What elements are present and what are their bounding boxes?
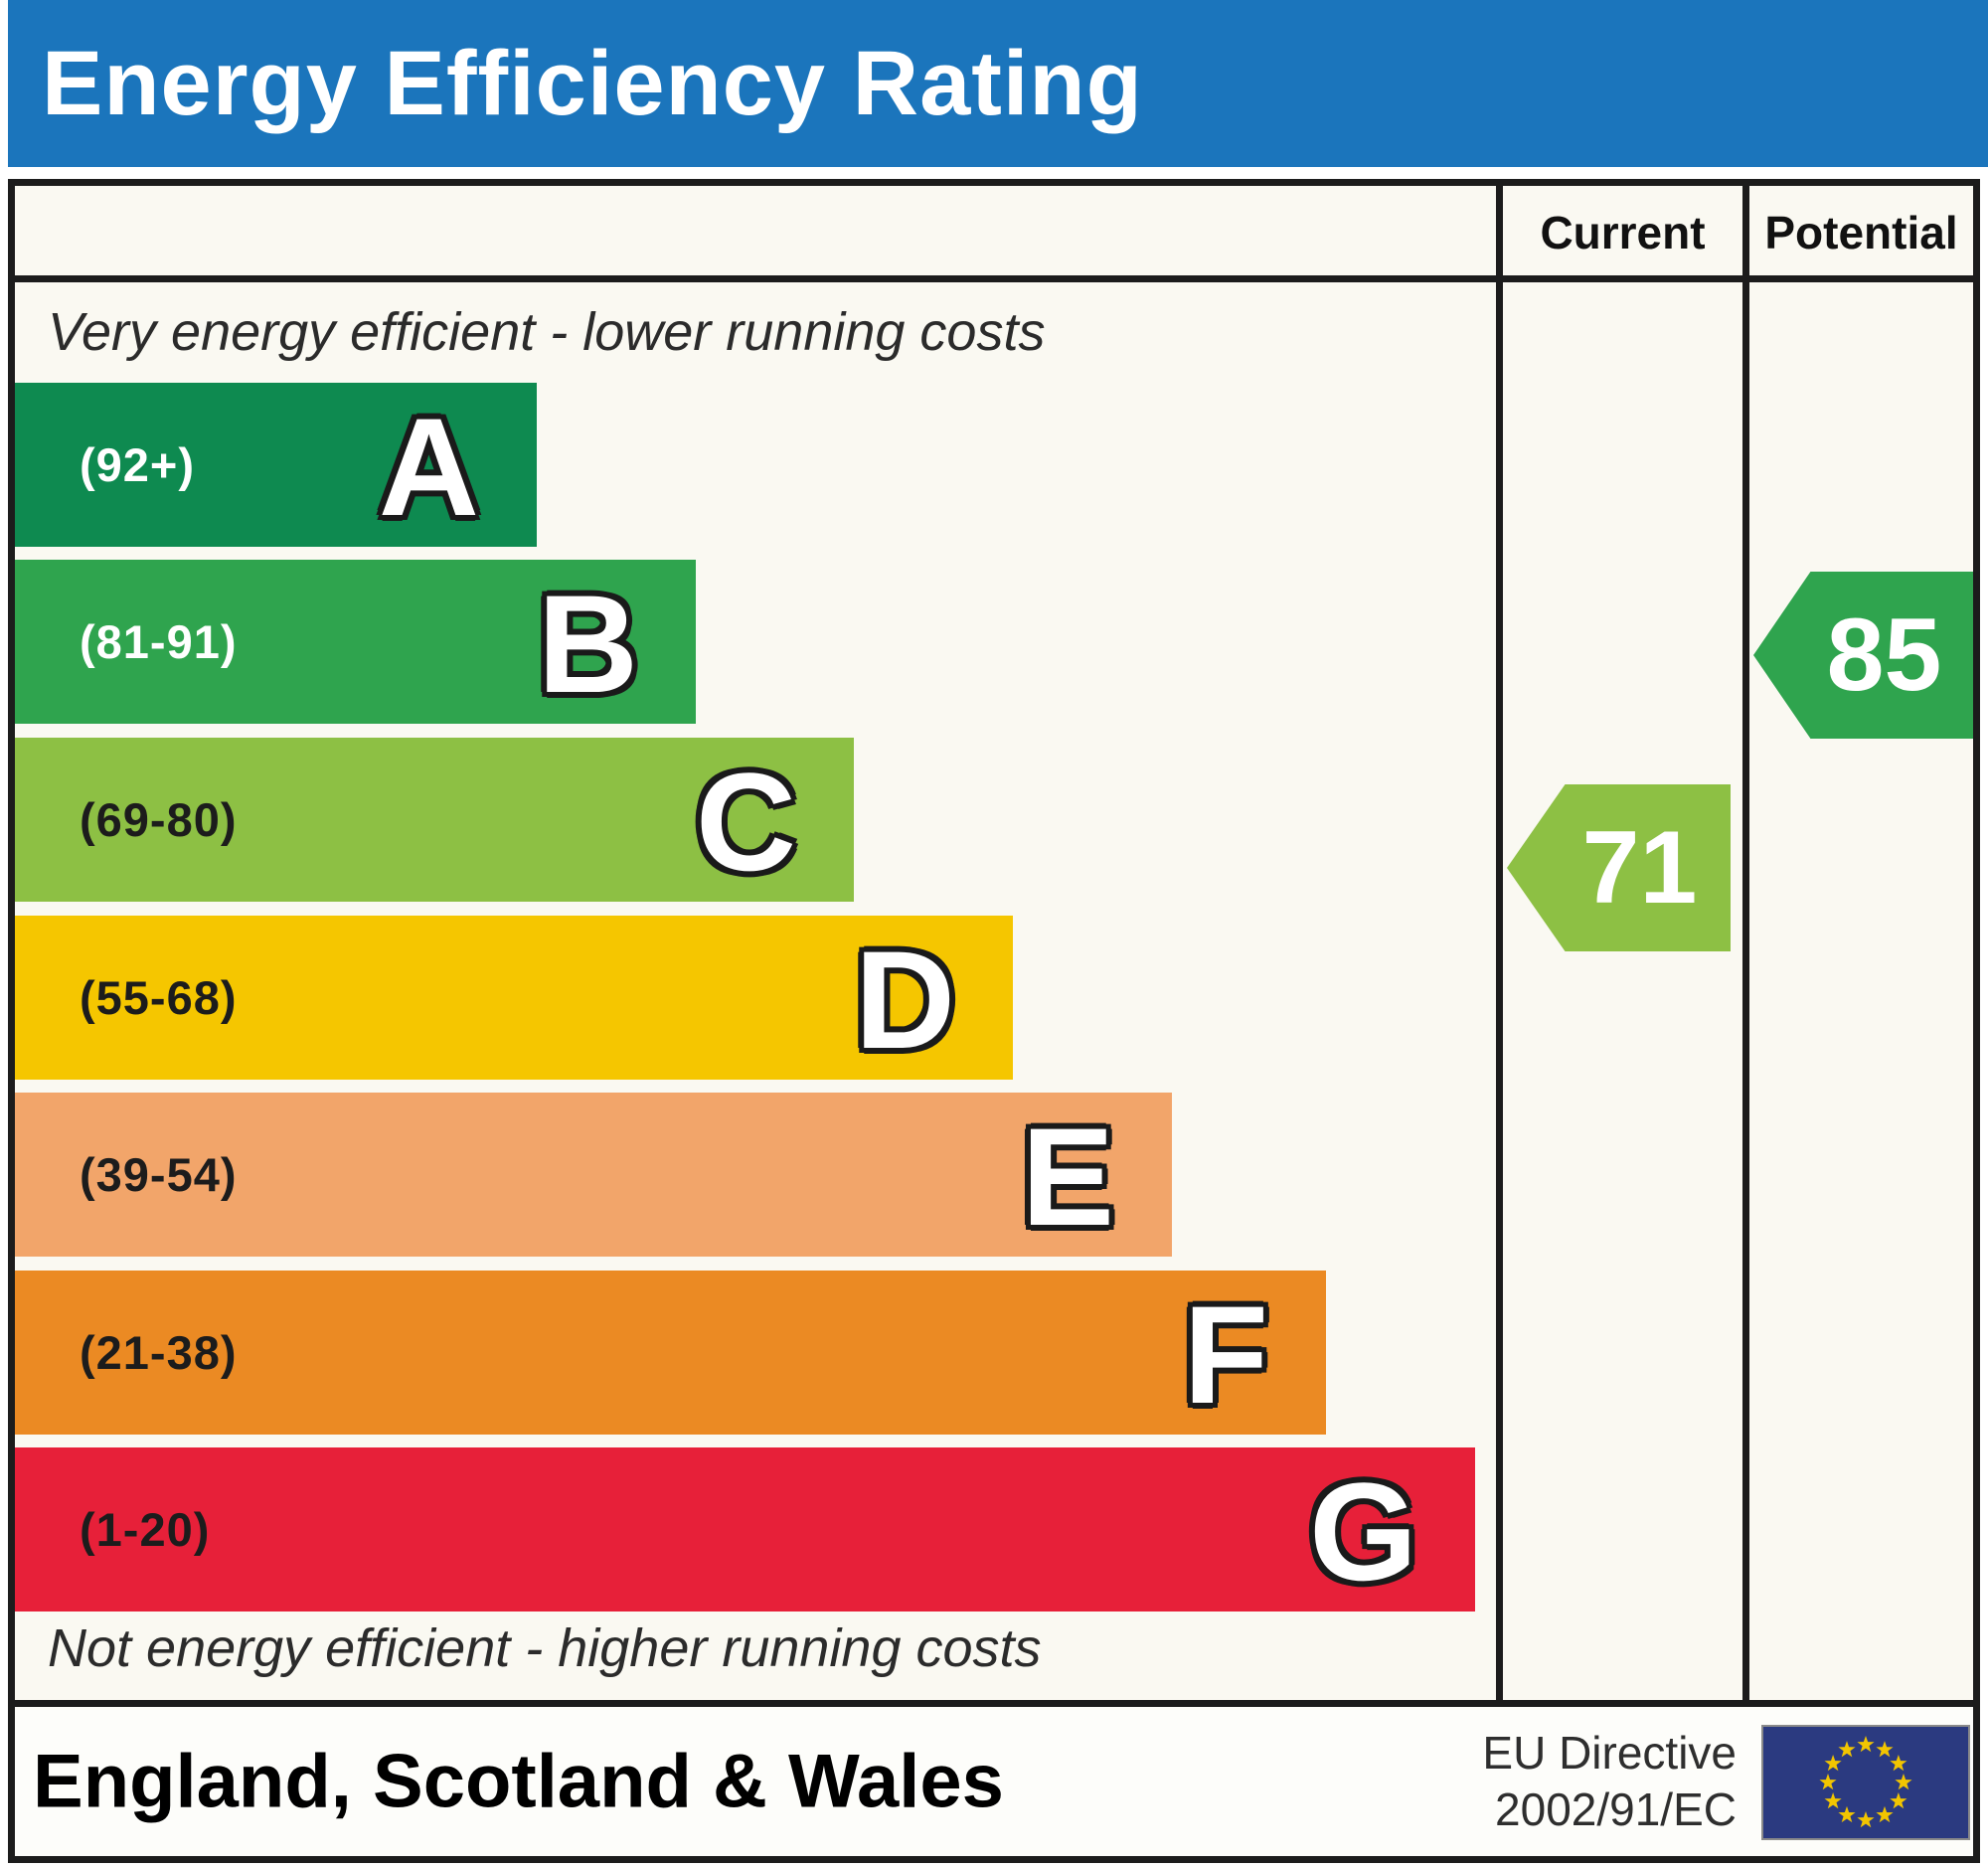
potential-rating-arrow: 85 — [1753, 572, 1973, 739]
band-letter: E — [1021, 1098, 1114, 1255]
page-title: Energy Efficiency Rating — [42, 32, 1143, 134]
band-range-label: (69-80) — [80, 793, 238, 846]
band-row-c: (69-80) C — [15, 738, 854, 902]
band-letter: C — [695, 743, 796, 900]
potential-column-divider — [1742, 186, 1749, 1700]
current-rating-arrow: 71 — [1507, 784, 1731, 951]
potential-column-header: Potential — [1764, 207, 1958, 258]
current-column-divider — [1496, 186, 1503, 1700]
band-row-f: (21-38) F — [15, 1271, 1326, 1435]
band-letter: B — [537, 565, 638, 722]
band-range-label: (21-38) — [80, 1326, 238, 1379]
current-column-header: Current — [1540, 207, 1706, 258]
band-range-label: (39-54) — [80, 1148, 238, 1201]
band-row-e: (39-54) E — [15, 1093, 1172, 1257]
eu-directive-text: EU Directive 2002/91/EC — [1367, 1725, 1737, 1838]
header-bar: Energy Efficiency Rating — [8, 0, 1988, 167]
bottom-caption: Not energy efficient - higher running co… — [48, 1618, 1042, 1678]
eu-directive-line2: 2002/91/EC — [1495, 1783, 1737, 1835]
band-letter: F — [1183, 1275, 1268, 1433]
band-letter: G — [1309, 1452, 1417, 1610]
band-range-label: (92+) — [80, 438, 196, 491]
band-letter: A — [378, 388, 479, 545]
band-range-label: (1-20) — [80, 1503, 211, 1556]
header-row-divider — [15, 275, 1973, 282]
potential-rating-value: 85 — [1826, 596, 1942, 713]
band-row-g: (1-20) G — [15, 1447, 1475, 1612]
region-label: England, Scotland & Wales — [33, 1739, 1004, 1824]
band-row-d: (55-68) D — [15, 916, 1013, 1080]
band-letter: D — [854, 921, 955, 1078]
band-range-label: (55-68) — [80, 971, 238, 1024]
current-rating-value: 71 — [1581, 809, 1698, 926]
footer-bar: England, Scotland & Wales EU Directive 2… — [8, 1707, 1980, 1863]
band-row-b: (81-91) B — [15, 560, 696, 724]
band-range-label: (81-91) — [80, 615, 238, 668]
top-caption: Very energy efficient - lower running co… — [48, 302, 1046, 362]
band-row-a: (92+) A — [15, 383, 537, 547]
eu-flag-icon — [1761, 1725, 1970, 1840]
eu-directive-line1: EU Directive — [1482, 1727, 1737, 1779]
rating-table: Current Potential Very energy efficient … — [8, 179, 1980, 1707]
